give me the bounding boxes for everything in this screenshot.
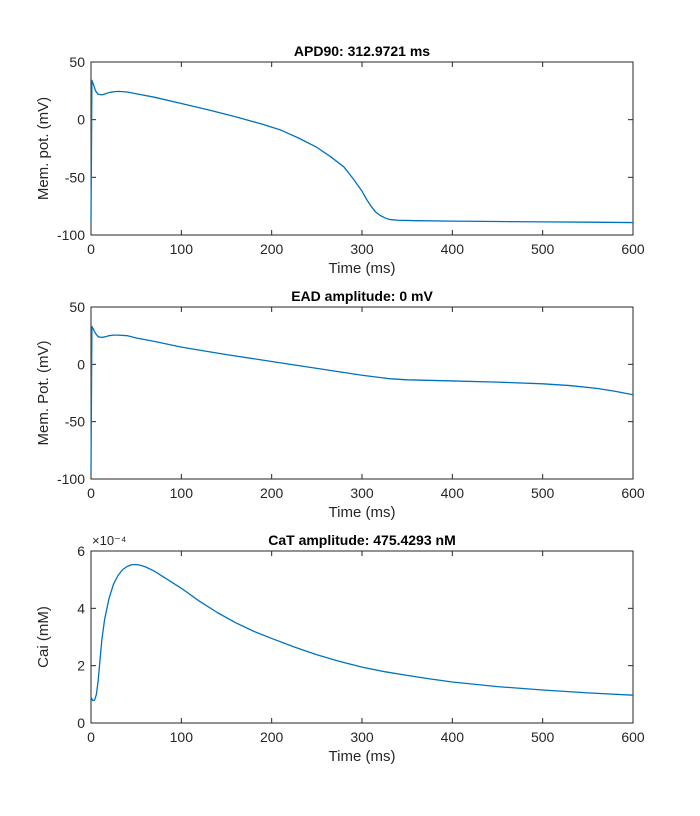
x-tick-label: 500 [531,729,555,745]
subplot-2-title: EAD amplitude: 0 mV [291,288,433,304]
subplot-1: APD90: 312.9721 ms 0 100 200 300 400 500 600-1… [35,43,645,277]
x-tick-label: 100 [170,485,194,501]
x-tick-label: 400 [441,729,465,745]
y-tick-label: 50 [69,299,85,315]
subplot-1-xlabel: Time (ms) [329,260,396,277]
x-tick-label: 600 [621,485,645,501]
subplot-3-axes-frame [90,550,634,724]
subplot-1-series-line [90,79,634,224]
subplot-1-ticks: 0 100 200 300 400 500 600 -100 -50 0 50 [57,54,645,257]
subplot-3: CaT amplitude: 475.4293 nM 0 100 200 300 400… [35,532,645,765]
x-tick-label: 600 [621,241,645,257]
y-tick-label: 50 [69,54,85,70]
y-tick-label: 0 [77,715,85,731]
subplot-2-ylabel: Mem. Pot. (mV) [35,340,52,445]
subplot-3-xlabel: Time (ms) [329,748,396,765]
x-tick-label: 400 [441,241,465,257]
x-tick-label: 0 [87,241,95,257]
x-tick-label: 500 [531,241,555,257]
y-tick-label: 4 [77,600,85,616]
subplot-2-xlabel: Time (ms) [329,504,396,521]
y-tick-label: -50 [65,169,85,185]
x-tick-label: 500 [531,485,555,501]
subplot-2-axes-frame [90,306,634,480]
y-tick-label: 0 [77,112,85,128]
y-tick-label: 0 [77,356,85,372]
subplot-1-title: APD90: 312.9721 ms [294,43,430,59]
x-tick-label: 400 [441,485,465,501]
x-tick-label: 100 [170,729,194,745]
y-tick-label: -100 [57,471,85,487]
x-tick-label: 600 [621,729,645,745]
subplot-1-axes-frame [90,61,634,236]
subplot-1-ylabel: Mem. pot. (mV) [35,97,52,200]
subplot-3-title: CaT amplitude: 475.4293 nM [268,532,456,548]
x-tick-label: 100 [170,241,194,257]
subplot-2-series-line [90,325,634,474]
subplot-3-ticks: 0 100 200 300 400 500 600 0 2 4 6 [77,543,645,745]
x-tick-label: 0 [87,485,95,501]
x-tick-label: 300 [350,729,374,745]
x-tick-label: 200 [260,729,284,745]
y-tick-label: 2 [77,658,85,674]
x-tick-label: 300 [350,241,374,257]
y-tick-label: 6 [77,543,85,559]
x-tick-label: 300 [350,485,374,501]
x-tick-label: 200 [260,485,284,501]
subplot-3-y-exponent: ×10⁻⁴ [92,533,127,548]
x-tick-label: 200 [260,241,284,257]
y-tick-label: -50 [65,414,85,430]
subplot-3-ylabel: Cai (mM) [35,606,52,668]
subplot-2: EAD amplitude: 0 mV 0 100 200 300 400 500 600-… [35,288,645,521]
y-tick-label: -100 [57,227,85,243]
subplot-3-series-line [90,563,634,702]
x-tick-label: 0 [87,729,95,745]
subplot-2-ticks: 0 100 200 300 400 500 600 -100 -50 0 50 [57,299,645,501]
